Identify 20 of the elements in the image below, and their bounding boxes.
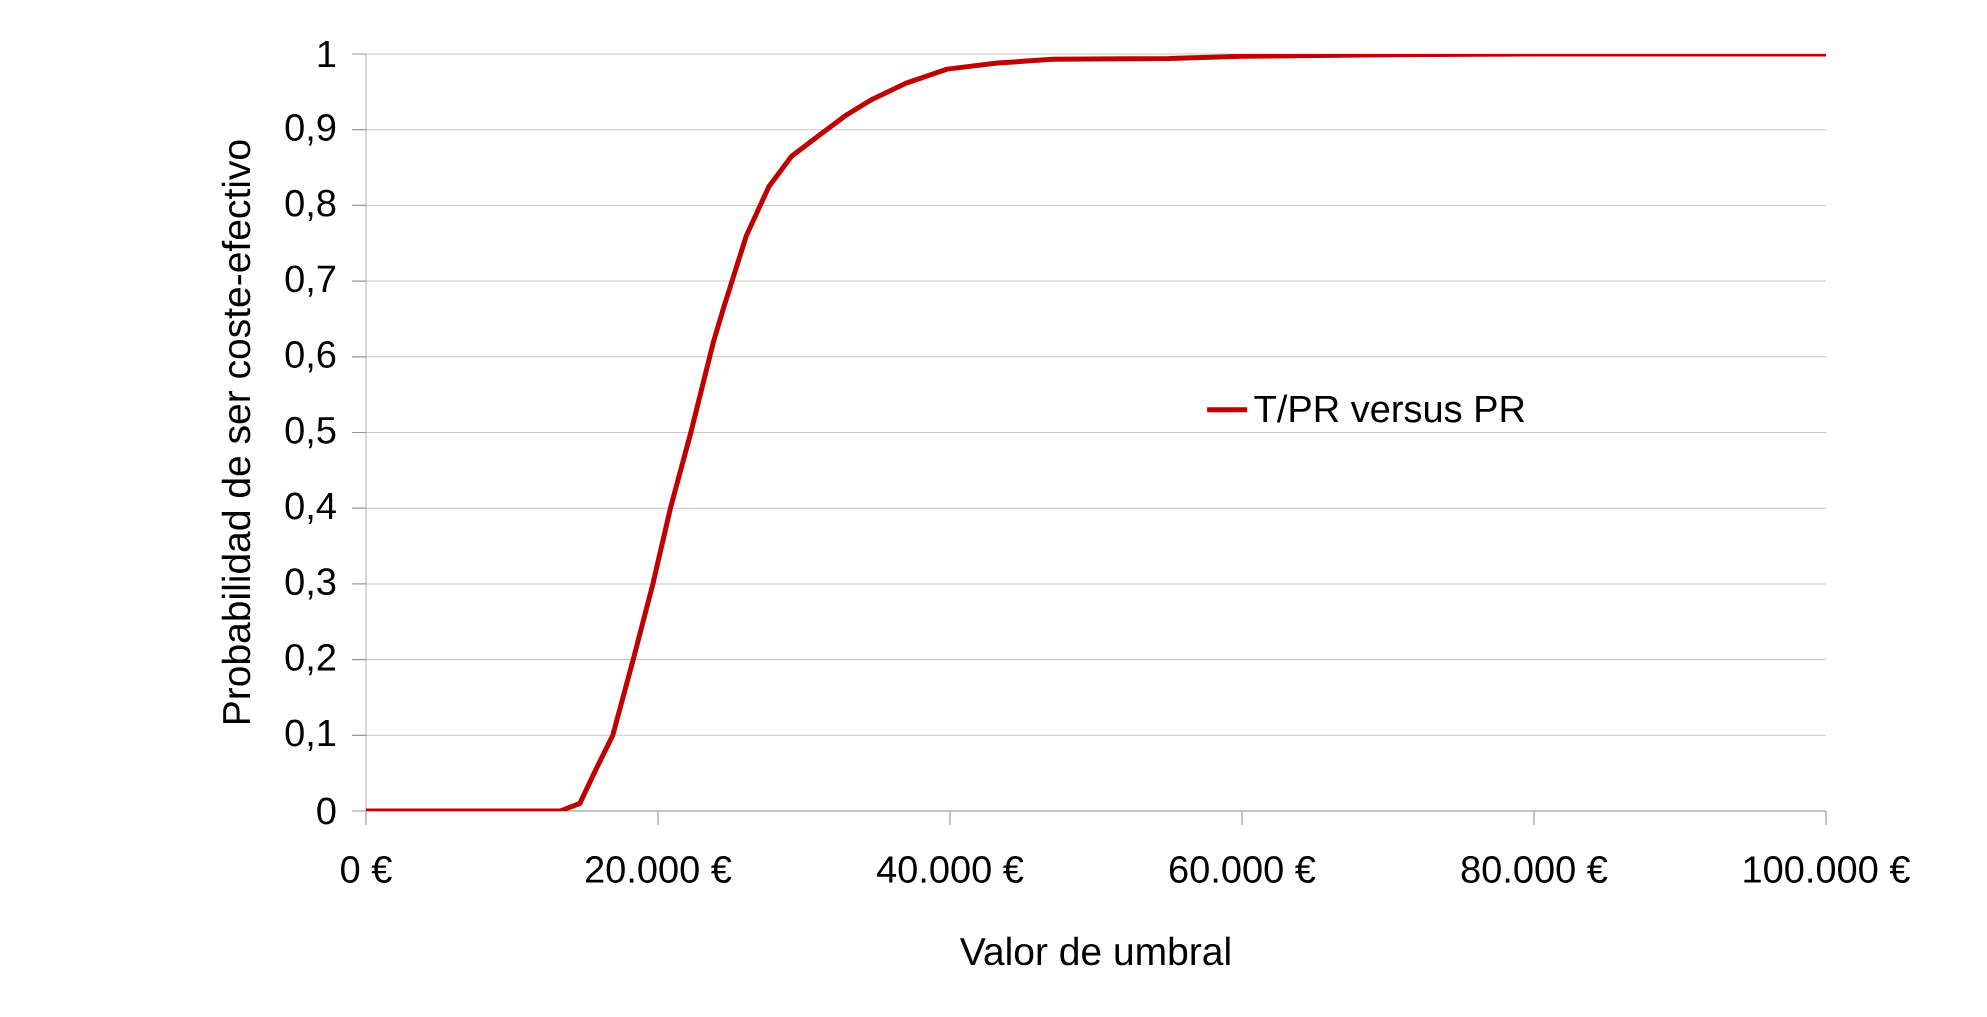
y-tick-label: 0,3 [285,568,336,600]
y-tick-label: 0,8 [285,189,336,222]
y-tick-label: 0,5 [285,416,336,449]
y-tick-label: 0,7 [285,265,336,297]
y-tick-label: 0,2 [285,643,336,676]
y-tick-label: 0,9 [285,113,336,146]
x-tick-label: 100.000 € [1744,856,1910,883]
y-tick-label: 0 [317,797,336,825]
legend-label: T/PR versus PR [1254,394,1525,423]
x-tick-label: 20.000 € [585,856,732,883]
x-tick-label: 40.000 € [876,856,1024,883]
x-tick-label: 80.000 € [1461,856,1608,883]
y-tick-label: 1 [318,40,336,68]
y-tick-label: 0,6 [285,341,336,373]
x-tick-label: 60.000 € [1169,856,1316,883]
y-tick-label: 0,1 [285,719,336,751]
y-tick-label: 0,4 [285,492,336,524]
y-axis-title: Probabilidad de ser coste-efectivo [221,140,251,724]
x-axis-title: Valor de umbral [959,936,1230,966]
x-tick-label: 0 € [341,856,392,883]
